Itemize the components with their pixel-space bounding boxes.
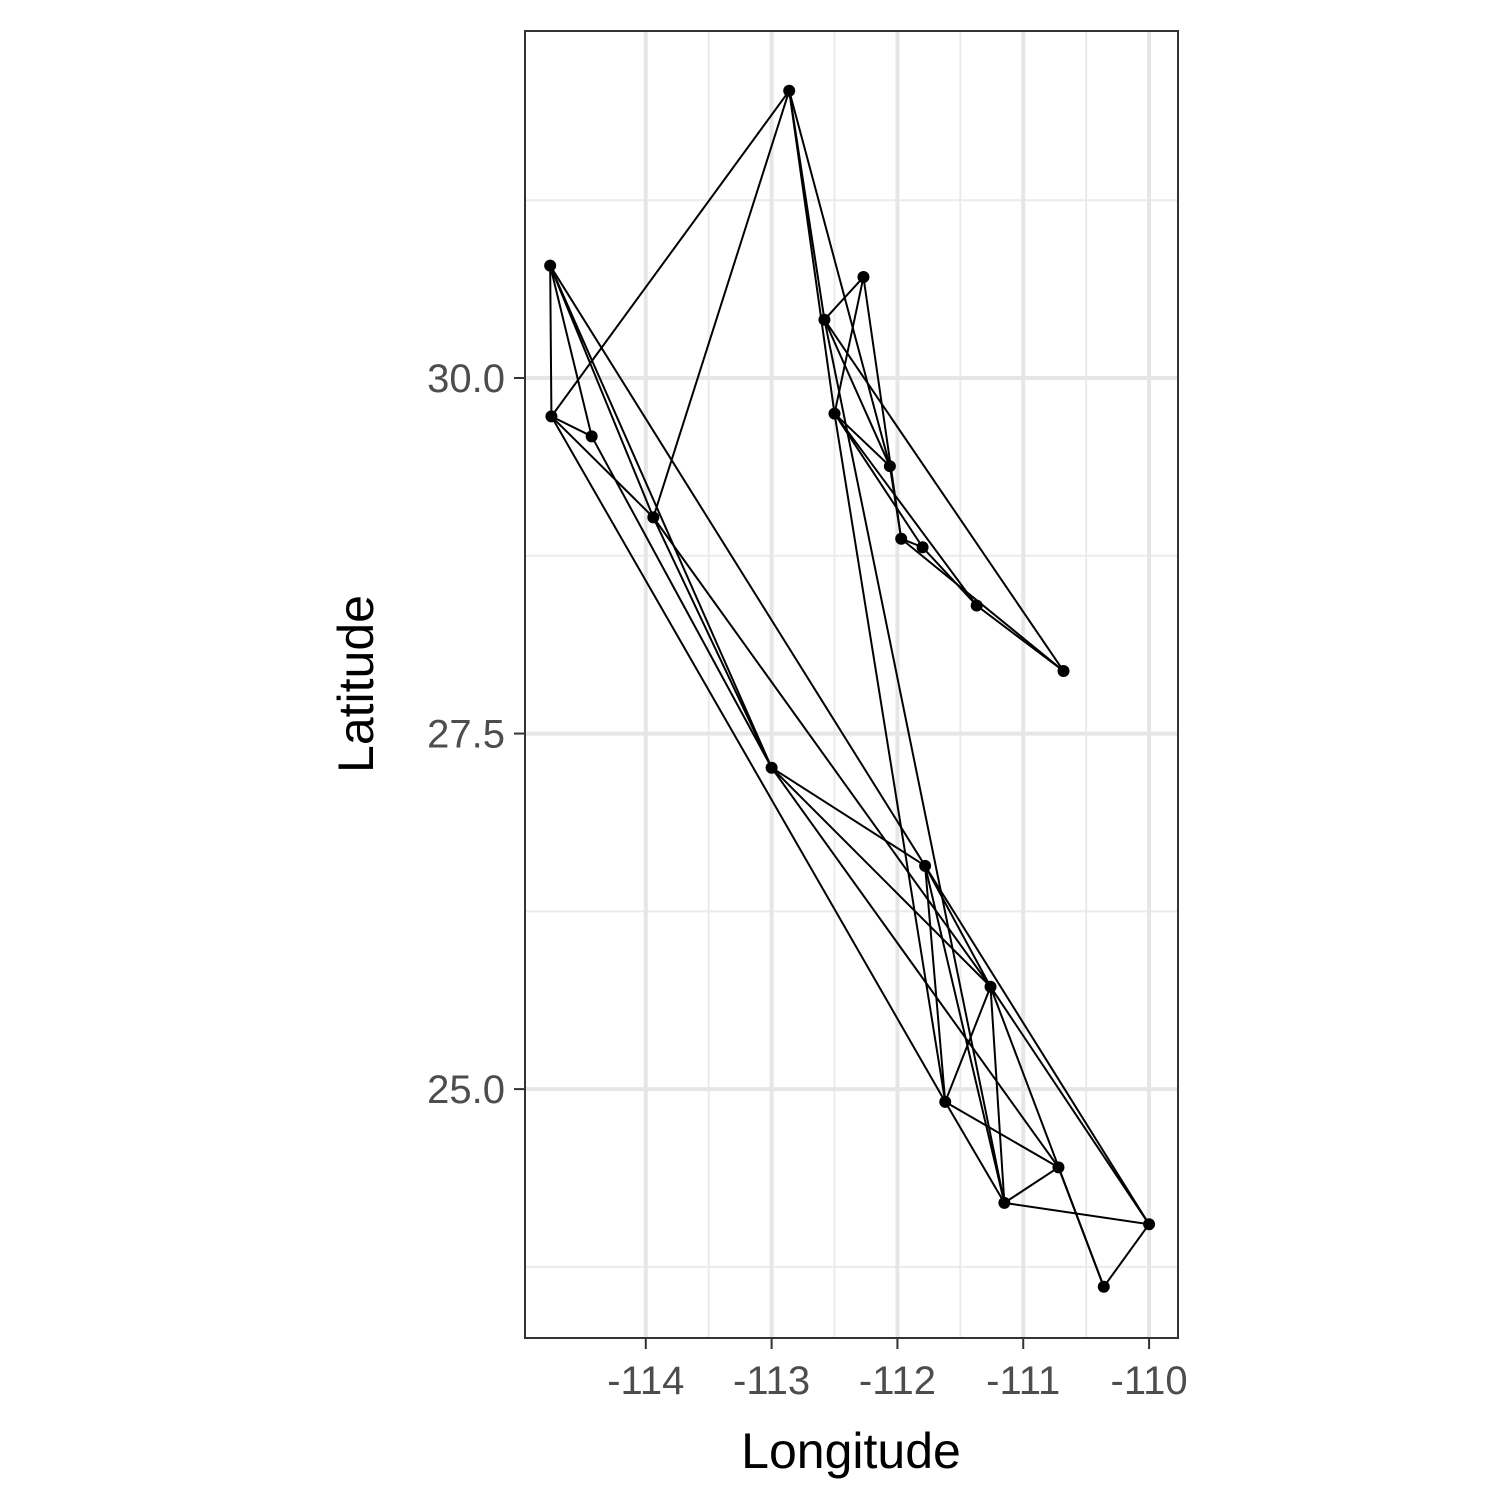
network-node <box>1097 1280 1110 1293</box>
y-tick-label: 27.5 <box>427 713 505 757</box>
network-edge <box>652 90 791 518</box>
network-edge <box>833 413 947 1103</box>
network-edge <box>1057 1166 1105 1288</box>
network-edge <box>924 865 1150 1225</box>
network-edge <box>1102 1223 1150 1288</box>
network-edge <box>823 319 1065 672</box>
network-node <box>857 271 870 284</box>
network-edge <box>921 546 978 607</box>
network-edge <box>823 319 891 467</box>
nodes <box>544 84 1156 1293</box>
network-edge <box>924 865 1006 1204</box>
network-edge <box>549 265 655 518</box>
network-node <box>1057 664 1070 677</box>
network-node <box>544 259 557 272</box>
network-edge <box>944 1101 1059 1169</box>
network-edge <box>888 466 903 539</box>
x-tick-label: -114 <box>607 1359 684 1403</box>
network-edge <box>924 865 992 988</box>
edges <box>549 90 1150 1288</box>
network-node <box>585 430 598 443</box>
network-node <box>970 599 983 612</box>
network-node <box>1143 1218 1156 1231</box>
network-edge <box>549 265 926 867</box>
network-edge <box>833 412 891 467</box>
network-node <box>939 1095 952 1108</box>
network-node <box>998 1196 1011 1209</box>
network-node <box>895 532 908 545</box>
network-edge <box>770 766 992 988</box>
x-tick-label: -113 <box>733 1359 810 1403</box>
y-axis-title: Latitude <box>328 595 384 773</box>
network-edge <box>652 516 773 769</box>
network-node <box>818 313 831 326</box>
network-edge <box>770 767 1060 1168</box>
x-tick-label: -111 <box>986 1359 1060 1403</box>
plot-panel-border <box>524 30 1179 1339</box>
network-edge <box>771 766 926 867</box>
x-tick-label: -112 <box>859 1359 936 1403</box>
network-edge <box>1003 1166 1060 1204</box>
network-node <box>783 84 796 97</box>
network-edge <box>833 412 978 607</box>
grid-lines <box>525 31 1178 1338</box>
network-node <box>545 410 558 423</box>
network-node <box>647 511 660 524</box>
network-node <box>984 980 997 993</box>
y-tick-label: 30.0 <box>427 357 505 401</box>
x-axis-title: Longitude <box>741 1423 961 1479</box>
network-edge <box>823 319 1006 1204</box>
network-node <box>916 541 929 554</box>
network-edge <box>989 986 1006 1203</box>
network-edge <box>549 265 773 769</box>
network-node <box>765 761 778 774</box>
network-edge <box>550 415 593 438</box>
network-edge <box>1004 1201 1150 1226</box>
network-edge <box>833 413 924 548</box>
axes: -114 -113 -112 -111 -110 25.0 27.5 30.0 <box>427 357 1187 1403</box>
network-edge <box>944 986 992 1103</box>
network-edge <box>989 986 1150 1225</box>
network-edge <box>976 604 1065 672</box>
network-edge <box>549 265 593 437</box>
network-edge <box>944 1101 1006 1204</box>
network-edge <box>924 865 947 1103</box>
network-node <box>1052 1161 1065 1174</box>
network-edge <box>788 90 836 414</box>
network-node <box>919 859 932 872</box>
y-tick-label: 25.0 <box>427 1068 505 1112</box>
x-tick-label: -110 <box>1111 1359 1188 1403</box>
network-node <box>828 407 841 420</box>
network-edge <box>550 415 655 519</box>
plot-background <box>525 31 1178 1338</box>
network-edge <box>788 90 891 467</box>
network-edge <box>550 415 947 1103</box>
network-node <box>883 460 896 473</box>
network-edge <box>550 90 791 418</box>
network-edge <box>549 265 553 417</box>
network-edge <box>823 276 865 321</box>
network-edge <box>590 435 773 769</box>
